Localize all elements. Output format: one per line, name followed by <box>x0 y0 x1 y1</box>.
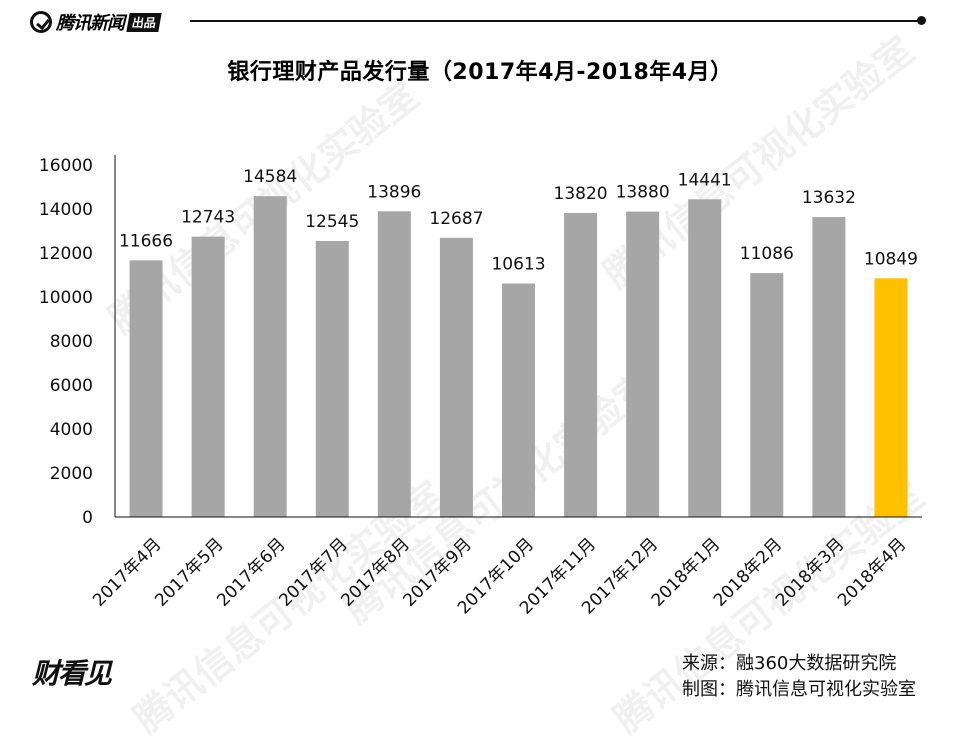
y-tick-label: 12000 <box>39 244 93 264</box>
bar <box>874 278 908 517</box>
bar <box>564 212 598 517</box>
bar <box>812 217 846 517</box>
bar-value-label: 11086 <box>740 244 794 264</box>
y-tick-label: 14000 <box>39 200 93 220</box>
bar <box>253 196 287 518</box>
y-tick-label: 6000 <box>50 376 93 396</box>
source-line: 来源：融360大数据研究院 <box>682 653 897 674</box>
bar-value-label: 14584 <box>243 167 297 187</box>
bar-value-label: 12545 <box>305 212 359 232</box>
bars: 11666 12743 14584 12545 13896 12687 10613 13820… <box>119 167 918 518</box>
brand-logo: 腾讯新闻 出品 <box>30 10 162 34</box>
bar-value-label: 13880 <box>616 183 670 203</box>
credit-line: 制图：腾讯信息可视化实验室 <box>682 679 916 700</box>
bar <box>626 211 660 517</box>
y-tick-label: 10000 <box>39 288 93 308</box>
bar-value-label: 12687 <box>429 209 483 229</box>
bar-value-label: 14441 <box>678 170 732 190</box>
y-tick-label: 8000 <box>50 332 93 352</box>
header-rule-dot <box>917 16 926 25</box>
bar-value-label: 10849 <box>864 249 918 269</box>
bar-value-label: 11666 <box>119 231 173 251</box>
chart-title: 银行理财产品发行量（2017年4月-2018年4月） <box>227 60 733 85</box>
x-axis: 2017年4月2017年5月2017年6月2017年7月2017年8月2017年… <box>89 516 922 618</box>
bar-value-label: 13632 <box>802 188 856 208</box>
bar <box>129 260 163 517</box>
bar <box>502 283 535 517</box>
y-axis: 0 2000 4000 6000 8000 10000 12000 14000 16000 <box>39 155 116 528</box>
bar <box>750 273 784 517</box>
source-note: 来源：融360大数据研究院 制图：腾讯信息可视化实验室 <box>682 651 916 703</box>
bar <box>688 199 722 517</box>
bar-value-label: 12743 <box>181 208 235 228</box>
bar-value-label: 13896 <box>367 182 421 202</box>
brand-name: 腾讯新闻 <box>56 13 125 34</box>
y-tick-label: 0 <box>82 508 93 528</box>
bar <box>191 236 225 518</box>
y-tick-label: 2000 <box>50 464 93 484</box>
y-tick-label: 16000 <box>39 156 93 176</box>
header-bar: 腾讯新闻 出品 <box>0 0 960 44</box>
bar-value-label: 13820 <box>554 184 608 204</box>
header-rule <box>190 20 920 22</box>
bar-chart: 0 2000 4000 6000 8000 10000 12000 14000 16000 11… <box>39 155 922 618</box>
y-tick-label: 4000 <box>50 420 93 440</box>
footer-logo: 财看见 <box>32 657 112 690</box>
brand-check-icon <box>30 11 52 33</box>
bar <box>439 237 473 518</box>
bar <box>315 241 349 517</box>
bar <box>377 211 411 517</box>
bar-value-label: 10613 <box>491 255 545 275</box>
